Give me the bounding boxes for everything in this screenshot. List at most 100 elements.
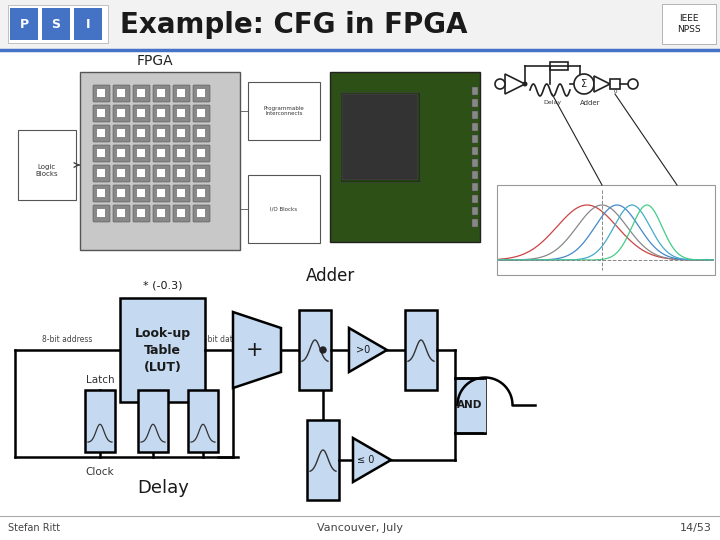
- FancyBboxPatch shape: [133, 145, 150, 162]
- FancyBboxPatch shape: [193, 145, 210, 162]
- FancyBboxPatch shape: [193, 165, 210, 182]
- Polygon shape: [349, 328, 387, 372]
- Polygon shape: [233, 312, 281, 388]
- Text: ≤ 0: ≤ 0: [357, 455, 374, 465]
- Bar: [137, 109, 145, 117]
- FancyBboxPatch shape: [193, 185, 210, 202]
- Bar: [157, 169, 165, 177]
- Bar: [117, 169, 125, 177]
- FancyBboxPatch shape: [93, 145, 110, 162]
- Bar: [472, 171, 478, 179]
- Bar: [74, 8, 102, 40]
- FancyBboxPatch shape: [173, 205, 190, 222]
- Bar: [137, 89, 145, 97]
- FancyBboxPatch shape: [93, 85, 110, 102]
- Circle shape: [523, 82, 528, 86]
- Circle shape: [495, 79, 505, 89]
- Text: >0: >0: [356, 345, 370, 355]
- Bar: [197, 189, 205, 197]
- Bar: [484, 377, 486, 433]
- FancyBboxPatch shape: [193, 205, 210, 222]
- Bar: [157, 189, 165, 197]
- Circle shape: [320, 347, 326, 353]
- Bar: [472, 183, 478, 191]
- Text: Delay: Delay: [543, 100, 561, 105]
- Bar: [80, 72, 240, 250]
- Bar: [97, 109, 105, 117]
- Text: AND: AND: [457, 400, 482, 410]
- Bar: [8, 5, 108, 43]
- FancyBboxPatch shape: [153, 85, 170, 102]
- Bar: [472, 219, 478, 227]
- Polygon shape: [594, 76, 610, 92]
- FancyBboxPatch shape: [173, 165, 190, 182]
- Bar: [472, 99, 478, 107]
- Bar: [197, 209, 205, 217]
- Bar: [157, 129, 165, 137]
- Text: Delay: Delay: [137, 479, 189, 497]
- Circle shape: [574, 74, 594, 94]
- Text: Stefan Ritt: Stefan Ritt: [8, 523, 60, 533]
- Bar: [137, 149, 145, 157]
- Text: Latch: Latch: [86, 375, 114, 385]
- Bar: [405, 310, 437, 390]
- Text: Adder: Adder: [580, 100, 600, 106]
- Bar: [299, 310, 331, 390]
- FancyBboxPatch shape: [173, 145, 190, 162]
- Bar: [472, 123, 478, 131]
- Bar: [197, 109, 205, 117]
- Bar: [117, 109, 125, 117]
- Bar: [137, 129, 145, 137]
- Text: Vancouver, July: Vancouver, July: [317, 523, 403, 533]
- FancyBboxPatch shape: [193, 85, 210, 102]
- FancyBboxPatch shape: [173, 105, 190, 122]
- Bar: [472, 87, 478, 95]
- Bar: [177, 89, 185, 97]
- Bar: [177, 109, 185, 117]
- FancyBboxPatch shape: [133, 205, 150, 222]
- Text: 8-bit address: 8-bit address: [42, 335, 92, 344]
- FancyBboxPatch shape: [193, 125, 210, 142]
- Bar: [472, 111, 478, 119]
- Bar: [97, 129, 105, 137]
- Text: 8-bit data: 8-bit data: [200, 335, 238, 344]
- Bar: [472, 147, 478, 155]
- Text: I: I: [86, 17, 90, 30]
- FancyBboxPatch shape: [93, 165, 110, 182]
- Bar: [157, 149, 165, 157]
- Bar: [197, 129, 205, 137]
- Bar: [10, 8, 38, 40]
- Text: Σ: Σ: [581, 79, 587, 89]
- Bar: [177, 149, 185, 157]
- Bar: [248, 82, 320, 140]
- FancyBboxPatch shape: [153, 105, 170, 122]
- Text: Example: CFG in FPGA: Example: CFG in FPGA: [120, 11, 467, 39]
- FancyBboxPatch shape: [113, 165, 130, 182]
- Bar: [188, 390, 218, 452]
- Text: S: S: [52, 17, 60, 30]
- Bar: [117, 149, 125, 157]
- Bar: [85, 390, 115, 452]
- FancyBboxPatch shape: [93, 125, 110, 142]
- Bar: [330, 72, 480, 242]
- Bar: [472, 195, 478, 203]
- FancyBboxPatch shape: [153, 185, 170, 202]
- Bar: [42, 8, 70, 40]
- FancyBboxPatch shape: [153, 125, 170, 142]
- Text: Logic
Blocks: Logic Blocks: [36, 164, 58, 177]
- Text: Look-up
Table
(LUT): Look-up Table (LUT): [135, 327, 191, 374]
- Bar: [472, 159, 478, 167]
- Bar: [137, 209, 145, 217]
- Bar: [662, 4, 716, 44]
- Bar: [97, 169, 105, 177]
- Bar: [497, 185, 715, 275]
- Bar: [307, 420, 339, 500]
- Bar: [177, 209, 185, 217]
- FancyBboxPatch shape: [193, 105, 210, 122]
- Bar: [97, 189, 105, 197]
- Bar: [342, 94, 418, 180]
- Bar: [177, 129, 185, 137]
- Bar: [197, 169, 205, 177]
- Text: +: +: [246, 340, 264, 360]
- FancyBboxPatch shape: [93, 205, 110, 222]
